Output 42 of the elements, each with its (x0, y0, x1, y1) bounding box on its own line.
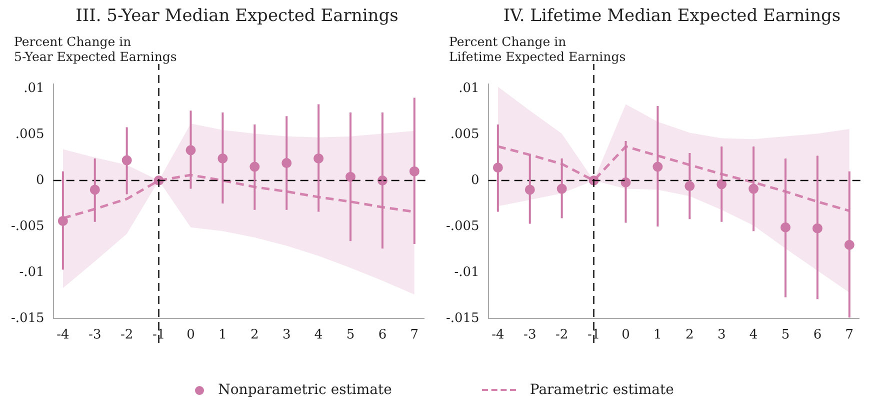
x-tick-label: 2 (686, 328, 694, 343)
x-tick-label: 3 (717, 328, 726, 343)
y-tick-label: .005 (15, 126, 44, 142)
x-tick-label: -3 (524, 328, 536, 343)
x-tick-label: -4 (56, 328, 70, 343)
y-tick-label: -.005 (10, 218, 44, 234)
x-tick-label: -2 (120, 328, 134, 343)
x-tick-label: 3 (282, 328, 291, 343)
y-tick-label: -.015 (10, 310, 44, 326)
x-tick-label: 1 (654, 328, 662, 343)
x-tick-label: 2 (250, 328, 259, 343)
y-tick-label: .005 (450, 126, 480, 142)
x-tick-label: -1 (152, 328, 166, 343)
y-tick-label: -.005 (446, 218, 480, 234)
y-tick-label: -.01 (454, 264, 480, 280)
x-tick-label: 7 (845, 328, 854, 343)
x-tick-label: -1 (587, 328, 600, 343)
x-tick-label: -2 (555, 328, 568, 343)
chart-title: IV. Lifetime Median Expected Earnings (502, 6, 842, 26)
x-tick-label: 7 (410, 328, 419, 343)
x-tick-label: 0 (186, 328, 195, 343)
y-tick-label: -.015 (446, 310, 480, 326)
y-axis-title: Percent Change in 5-Year Expected Earnings (14, 34, 177, 64)
y-tick-label: -.01 (19, 264, 44, 280)
x-tick-label: 1 (218, 328, 227, 343)
legend-label: Parametric estimate (530, 382, 674, 398)
y-tick-label: .01 (458, 80, 480, 96)
x-tick-label: 4 (749, 328, 758, 343)
y-tick-label: .01 (24, 80, 44, 96)
x-tick-label: 6 (813, 328, 822, 343)
x-tick-label: 0 (622, 328, 630, 343)
legend-label: Nonparametric estimate (218, 382, 392, 398)
y-tick-label: 0 (471, 172, 480, 188)
y-axis-title: Percent Change in Lifetime Expected Earnings (449, 34, 626, 64)
x-tick-label: 6 (378, 328, 387, 343)
x-tick-label: -3 (88, 328, 102, 343)
chart-title: III. 5-Year Median Expected Earnings (74, 6, 400, 26)
x-tick-label: 5 (781, 328, 790, 343)
y-tick-label: 0 (36, 172, 44, 188)
x-tick-label: -4 (492, 328, 504, 343)
x-tick-label: 5 (346, 328, 355, 343)
x-tick-label: 4 (314, 328, 323, 343)
